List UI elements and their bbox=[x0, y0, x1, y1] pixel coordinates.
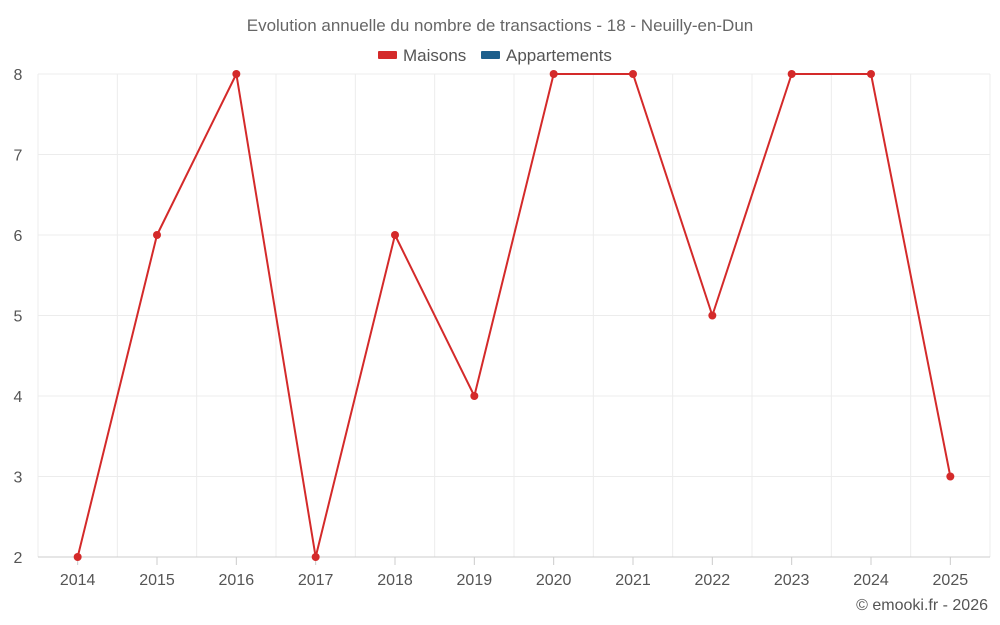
y-tick-label: 2 bbox=[14, 550, 23, 567]
y-tick-label: 6 bbox=[14, 228, 23, 245]
gridlines bbox=[37, 73, 991, 558]
data-point-maisons[interactable] bbox=[391, 231, 399, 239]
data-point-maisons[interactable] bbox=[470, 392, 479, 400]
y-tick-label: 7 bbox=[14, 148, 23, 165]
x-tick-label: 2014 bbox=[60, 572, 96, 589]
y-tick-label: 8 bbox=[14, 67, 23, 84]
x-tick-label: 2024 bbox=[853, 572, 889, 589]
data-point-maisons[interactable] bbox=[311, 553, 320, 561]
axes: 2 3 4 5 6 7 8 2014 2015 2016 2017 2018 2019 2020 2021 2… bbox=[14, 67, 990, 589]
series-line-maisons bbox=[76, 73, 952, 558]
legend-item-appartements[interactable]: Appartements bbox=[481, 46, 612, 65]
x-tick-label: 2017 bbox=[298, 572, 334, 589]
legend-swatch-maisons bbox=[378, 51, 397, 59]
x-tick-label: 2025 bbox=[933, 572, 969, 589]
legend-label-maisons: Maisons bbox=[403, 46, 466, 65]
series-maisons bbox=[73, 70, 955, 561]
legend-label-appartements: Appartements bbox=[506, 46, 612, 65]
y-tick-label: 3 bbox=[14, 470, 23, 487]
data-point-maisons[interactable] bbox=[629, 70, 637, 78]
data-point-maisons[interactable] bbox=[946, 472, 955, 481]
legend-swatch-appartements bbox=[481, 51, 500, 59]
data-point-maisons[interactable] bbox=[153, 231, 161, 239]
x-tick-label: 2020 bbox=[536, 572, 572, 589]
y-tick-label: 4 bbox=[14, 389, 23, 406]
chart-title: Evolution annuelle du nombre de transact… bbox=[247, 16, 754, 35]
data-point-maisons[interactable] bbox=[73, 553, 82, 561]
x-tick-label: 2022 bbox=[695, 572, 731, 589]
legend-item-maisons[interactable]: Maisons bbox=[378, 46, 466, 65]
data-point-maisons[interactable] bbox=[867, 70, 875, 78]
data-point-maisons[interactable] bbox=[708, 311, 717, 320]
data-point-maisons[interactable] bbox=[787, 70, 796, 78]
credit-text: © emooki.fr - 2026 bbox=[856, 597, 988, 614]
data-point-maisons[interactable] bbox=[232, 70, 241, 78]
x-tick-label: 2023 bbox=[774, 572, 810, 589]
x-tick-label: 2015 bbox=[139, 572, 175, 589]
legend: Maisons Appartements bbox=[378, 46, 612, 65]
x-tick-label: 2016 bbox=[219, 572, 255, 589]
x-tick-label: 2021 bbox=[615, 572, 651, 589]
y-tick-label: 5 bbox=[14, 309, 23, 326]
x-tick-label: 2019 bbox=[457, 572, 493, 589]
data-point-maisons[interactable] bbox=[549, 70, 558, 78]
x-tick-label: 2018 bbox=[377, 572, 413, 589]
